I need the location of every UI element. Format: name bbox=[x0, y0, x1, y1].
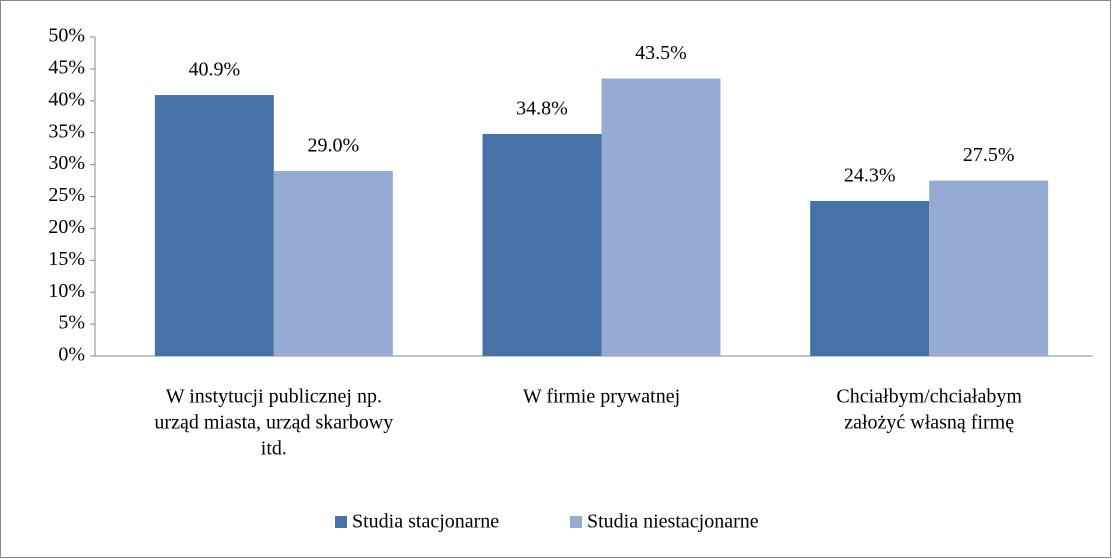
value-label: 24.3% bbox=[844, 165, 896, 187]
x-tick-label: itd. bbox=[261, 438, 287, 460]
y-tick-label: 5% bbox=[58, 312, 85, 334]
legend-swatch bbox=[570, 516, 582, 528]
bar bbox=[929, 180, 1049, 356]
y-tick-label: 45% bbox=[48, 56, 85, 78]
y-tick-label: 30% bbox=[48, 152, 85, 174]
x-tick-label: W firmie prywatnej bbox=[523, 386, 680, 408]
y-tick-label: 50% bbox=[48, 25, 85, 47]
x-tick-label: urząd miasta, urząd skarbowy bbox=[154, 412, 393, 434]
value-label: 29.0% bbox=[307, 135, 359, 157]
legend-label: Studia niestacjonarne bbox=[587, 511, 759, 533]
y-tick-label: 10% bbox=[48, 280, 85, 302]
y-tick-label: 20% bbox=[48, 216, 85, 238]
x-tick-label: Chciałbym/chciałabym bbox=[836, 386, 1022, 408]
bar bbox=[273, 170, 393, 356]
legend-swatch bbox=[335, 516, 347, 528]
y-tick-label: 25% bbox=[48, 184, 85, 206]
value-label: 27.5% bbox=[963, 144, 1015, 166]
value-label: 43.5% bbox=[635, 42, 687, 64]
legend-label: Studia stacjonarne bbox=[352, 511, 499, 533]
y-tick-label: 40% bbox=[48, 88, 85, 110]
x-tick-label: W instytucji publicznej np. bbox=[166, 386, 382, 408]
bar bbox=[482, 133, 602, 356]
y-tick-label: 0% bbox=[58, 344, 85, 366]
value-label: 34.8% bbox=[516, 98, 568, 120]
bar bbox=[601, 78, 721, 356]
x-tick-label: założyć własną firmę bbox=[844, 412, 1014, 434]
y-tick-label: 15% bbox=[48, 248, 85, 270]
y-tick-label: 35% bbox=[48, 120, 85, 142]
bar bbox=[810, 200, 930, 356]
bar bbox=[154, 95, 274, 357]
value-label: 40.9% bbox=[188, 59, 240, 81]
